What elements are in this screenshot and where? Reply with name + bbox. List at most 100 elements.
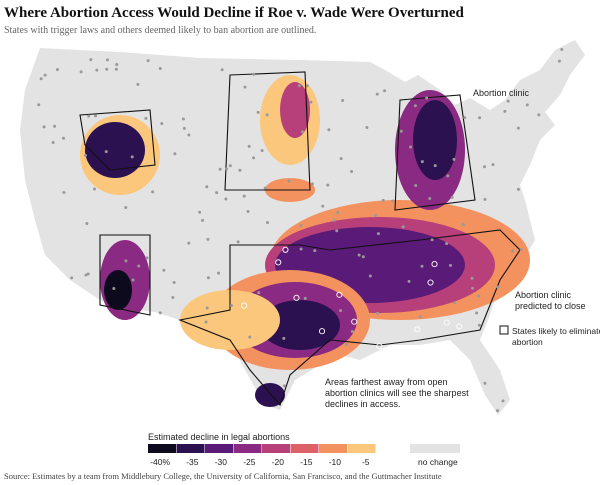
clinic-dot — [350, 169, 354, 173]
clinic-dot — [391, 199, 395, 203]
clinic-dot — [182, 126, 186, 130]
clinic-dot — [361, 255, 365, 259]
clinic-dot — [282, 246, 289, 253]
clinic-dot — [215, 191, 219, 195]
clinic-dot — [229, 303, 233, 307]
clinic-dot — [327, 128, 331, 132]
clinic-dot — [257, 291, 261, 295]
clinic-dot — [496, 409, 500, 413]
clinic-dot — [399, 129, 403, 133]
source: Source: Estimates by a team from Middleb… — [4, 471, 442, 481]
clinic-dot — [162, 268, 166, 272]
legend-label: -20 — [272, 457, 285, 467]
clinic-dot — [516, 187, 520, 191]
subtitle: States with trigger laws and others deem… — [4, 25, 316, 36]
clinic-dot — [365, 125, 369, 129]
clinic-dot — [418, 315, 422, 319]
clinic-dot — [471, 286, 475, 290]
clinic-dot — [427, 279, 434, 286]
clinic-dot — [313, 249, 317, 253]
clinic-label: Abortion clinic — [473, 88, 530, 98]
clinic-dot — [137, 264, 141, 268]
clinic-dot — [357, 253, 361, 257]
clinic-dot — [287, 179, 291, 183]
clinic-dot — [478, 116, 482, 120]
legend-label: -10 — [329, 457, 342, 467]
legend-swatch — [148, 444, 176, 453]
clinic-dot — [336, 291, 343, 298]
clinic-dot — [339, 157, 343, 161]
clinic-dot — [445, 242, 449, 246]
clinic-dot — [89, 58, 93, 62]
clinic-dot — [450, 195, 454, 199]
legend-swatch — [176, 444, 205, 453]
clinic-dot — [475, 311, 479, 315]
clinic-dot — [461, 223, 465, 227]
legend-swatch — [347, 444, 376, 453]
clinic-dot — [201, 218, 205, 222]
clinic-dot — [299, 247, 303, 251]
clinic-dot — [297, 84, 301, 88]
clinic-dot — [218, 167, 222, 171]
clinic-dot — [256, 110, 260, 114]
clinic-dot — [374, 213, 378, 217]
clinic-dot — [51, 141, 55, 145]
clinic-dot — [414, 326, 421, 333]
clinic-dot — [43, 73, 47, 77]
clinic-dot — [501, 399, 505, 403]
legend-label: -15 — [300, 457, 313, 467]
clinic-dot — [62, 191, 66, 195]
clinic-dot — [70, 276, 74, 280]
clinic-dot — [318, 328, 326, 335]
clinic-dot — [376, 311, 380, 315]
clinic-dot — [413, 104, 417, 108]
clinic-dot — [252, 156, 256, 160]
clinic-dot — [115, 63, 119, 67]
clinic-dot — [453, 301, 457, 305]
clinic-dot — [206, 276, 210, 280]
clinic-dot — [496, 285, 500, 289]
states-label: States likely to eliminate — [512, 326, 600, 336]
clinic-dot — [560, 47, 564, 51]
clinic-dot — [187, 241, 191, 245]
note: Areas farthest away from open — [325, 377, 448, 387]
clinic-dot — [282, 384, 286, 388]
legend-label: -5 — [362, 457, 370, 467]
clinic-dot — [86, 272, 90, 276]
clinic-dot — [477, 294, 481, 298]
clinic-dot — [351, 318, 358, 325]
clinic-dot — [151, 190, 155, 194]
clinic-dot — [241, 302, 248, 309]
clinic-dot — [158, 67, 162, 71]
legend-label: -25 — [243, 457, 256, 467]
legend-swatch — [205, 444, 233, 453]
clinic-dots — [37, 47, 564, 413]
states-label: abortion — [512, 337, 543, 347]
legend-title: Estimated decline in legal abortions — [148, 432, 290, 442]
map — [20, 40, 585, 415]
clinic-dot — [55, 68, 59, 72]
clinic-dot — [37, 103, 41, 107]
clinic-dot — [53, 124, 57, 128]
clinic-dot — [252, 72, 256, 76]
clinic-dot — [236, 240, 240, 244]
clinic-dot — [332, 218, 336, 222]
clinic-dot — [205, 306, 209, 310]
clinic-dot — [339, 309, 343, 313]
clinic-dot — [105, 58, 109, 62]
clinic-dot — [275, 259, 282, 266]
clinic-dot — [136, 82, 140, 86]
clinic-dot — [430, 238, 434, 242]
clinic-dot — [483, 381, 487, 385]
clinic-dot — [181, 117, 185, 121]
clinic-dot — [368, 274, 372, 278]
clinic-dot — [131, 278, 135, 282]
clinic-dot — [145, 256, 149, 260]
clinic-dot — [248, 335, 252, 339]
legend-swatch — [319, 444, 347, 453]
clinic-dot — [414, 184, 418, 188]
clinic-dot — [557, 59, 561, 63]
clinic-dot — [321, 204, 325, 208]
clinic-dot — [376, 232, 380, 236]
